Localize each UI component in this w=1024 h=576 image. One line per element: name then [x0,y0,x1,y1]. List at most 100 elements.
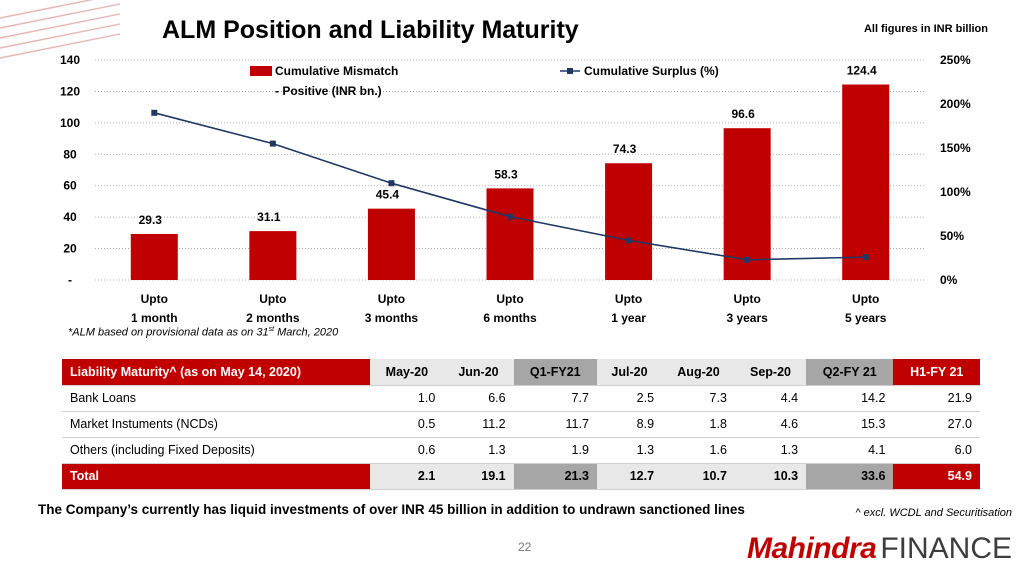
table-cell: 11.7 [513,411,597,438]
column-header: Q2-FY 21 [806,359,894,386]
table-cell: 14.2 [806,385,894,412]
legend-label-bar: Cumulative Mismatch [275,64,398,78]
x-tick-label: Upto [852,292,879,306]
table-cell: 6.0 [893,437,980,464]
table-cell: 6.6 [443,385,514,412]
footnote: ^ excl. WCDL and Securitisation [855,507,1012,519]
surplus-marker [388,180,395,187]
table-cell: 21.9 [893,385,980,412]
table-cell: 7.3 [662,385,735,412]
table-row: Others (including Fixed Deposits) 0.6 1.3 1… [62,437,980,464]
legend-swatch-marker [567,68,573,74]
units-note: All figures in INR billion [863,23,988,35]
alm-chart: - 20 40 60 80 100 120 140 0% 50% 100% 150% 200% 250% 2… [60,53,971,325]
bar [605,163,653,280]
y-tick-label: 60 [63,179,77,193]
column-header: May-20 [370,359,444,386]
bar [249,231,297,280]
table-cell: 4.1 [806,437,894,464]
table-cell: 8.9 [596,411,663,438]
table-header-row: Liability Maturity^ (as on May 14, 2020)… [62,359,980,386]
y2-tick-label: 100% [940,185,971,199]
brand-suffix: FINANCE [880,532,1012,565]
column-header: H1-FY 21 [893,359,980,386]
x-tick-label: 1 year [611,311,646,325]
data-label: 29.3 [139,213,163,227]
table-total-row: Total 2.1 19.1 21.3 12.7 10.7 10.3 33.6 54.9 [62,463,980,490]
table-cell: 1.8 [662,411,735,438]
table-cell: 10.3 [734,463,807,490]
row-label: Total [62,463,371,490]
x-tick-label: 2 months [246,311,300,325]
x-tick-label: Upto [733,292,760,306]
table-cell: 27.0 [893,411,980,438]
table-cell: 1.3 [596,437,663,464]
data-label: 96.6 [731,107,755,121]
data-label: 31.1 [257,210,281,224]
x-tick-label: 6 months [483,311,537,325]
table-cell: 2.5 [596,385,663,412]
column-header: Q1-FY21 [513,359,597,386]
table-row: Market Instuments (NCDs) 0.5 11.2 11.7 8.9 1.… [62,411,980,438]
table-cell: 1.6 [662,437,735,464]
page-number: 22 [518,540,532,554]
surplus-marker [744,256,751,263]
surplus-marker [151,109,158,116]
y2-tick-label: 200% [940,97,971,111]
row-label: Market Instuments (NCDs) [62,411,371,438]
alm-note: *ALM based on provisional data as on 31s… [68,326,339,339]
table-cell: 12.7 [596,463,663,490]
y2-tick-label: 50% [940,229,964,243]
table-cell: 33.6 [806,463,894,490]
table-cell: 4.6 [734,411,807,438]
x-tick-label: Upto [496,292,523,306]
y-tick-label: 40 [63,210,77,224]
table-cell: 54.9 [893,463,980,490]
x-tick-label: Upto [141,292,168,306]
data-label: 74.3 [613,142,637,156]
table-cell: 0.6 [370,437,444,464]
column-header: Liability Maturity^ (as on May 14, 2020) [62,359,371,386]
x-tick-label: 3 years [726,311,768,325]
table-row: Bank Loans 1.0 6.6 7.7 2.5 7.3 4.4 14.2 21.9 [62,385,980,412]
surplus-marker [625,237,632,244]
column-header: Jun-20 [443,359,514,386]
x-tick-label: Upto [615,292,642,306]
y-tick-label: 140 [60,53,80,67]
bar [130,233,178,280]
y-tick-label: 80 [63,147,77,161]
bar [486,188,534,280]
table-cell: 1.3 [734,437,807,464]
corner-decoration [0,0,140,60]
brand-logo: Mahindra FINANCE [747,532,1012,566]
legend-label-bar: - Positive (INR bn.) [275,84,382,98]
y-tick-label: 120 [60,84,80,98]
table-cell: 1.9 [513,437,597,464]
table-cell: 15.3 [806,411,894,438]
bar [842,84,890,280]
table-cell: 10.7 [662,463,735,490]
table-cell: 2.1 [370,463,444,490]
data-label: 124.4 [847,64,877,78]
table-cell: 1.3 [443,437,514,464]
table-cell: 7.7 [513,385,597,412]
page-title: ALM Position and Liability Maturity [162,16,579,44]
table-cell: 21.3 [513,463,597,490]
table-cell: 4.4 [734,385,807,412]
surplus-marker [269,140,276,147]
y-tick-label: 20 [63,242,77,256]
surplus-marker [862,254,869,261]
x-tick-label: Upto [259,292,286,306]
y-tick-label: 100 [60,116,80,130]
row-label: Bank Loans [62,385,371,412]
column-header: Jul-20 [596,359,663,386]
table-cell: 19.1 [443,463,514,490]
bar [367,208,415,280]
x-tick-label: 3 months [365,311,419,325]
x-tick-label: 1 month [131,311,178,325]
row-label: Others (including Fixed Deposits) [62,437,371,464]
legend-label-line: Cumulative Surplus (%) [584,64,719,78]
table-cell: 0.5 [370,411,444,438]
x-tick-label: Upto [378,292,405,306]
surplus-marker [507,213,513,220]
